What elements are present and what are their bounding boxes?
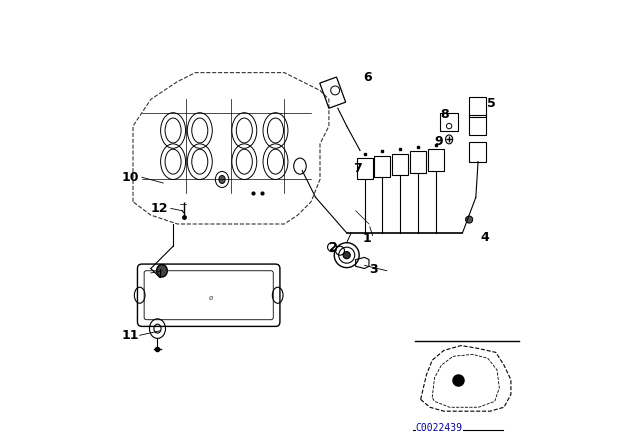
Bar (469, 115, 486, 135)
Text: 8: 8 (440, 108, 449, 121)
Bar (428, 149, 444, 171)
Text: 6: 6 (364, 71, 372, 84)
Text: 10: 10 (122, 171, 140, 184)
Bar (469, 142, 486, 162)
Text: 12: 12 (151, 202, 168, 215)
Bar (374, 156, 390, 177)
Text: 1: 1 (362, 232, 371, 245)
Bar (392, 154, 408, 175)
Text: 5: 5 (487, 97, 496, 110)
Ellipse shape (465, 216, 473, 223)
Text: 4: 4 (480, 231, 489, 244)
Text: ø: ø (209, 294, 213, 301)
Ellipse shape (343, 252, 350, 259)
Text: 7: 7 (353, 162, 362, 175)
Bar (410, 151, 426, 173)
Text: C0022439: C0022439 (416, 423, 463, 433)
Text: 2: 2 (329, 241, 338, 254)
Bar (320, 77, 346, 108)
Bar (356, 158, 372, 180)
Text: 9: 9 (435, 135, 444, 148)
Text: 3: 3 (369, 263, 378, 276)
Bar (469, 97, 486, 117)
Ellipse shape (219, 176, 225, 184)
Ellipse shape (157, 264, 167, 277)
Text: 11: 11 (122, 329, 140, 342)
